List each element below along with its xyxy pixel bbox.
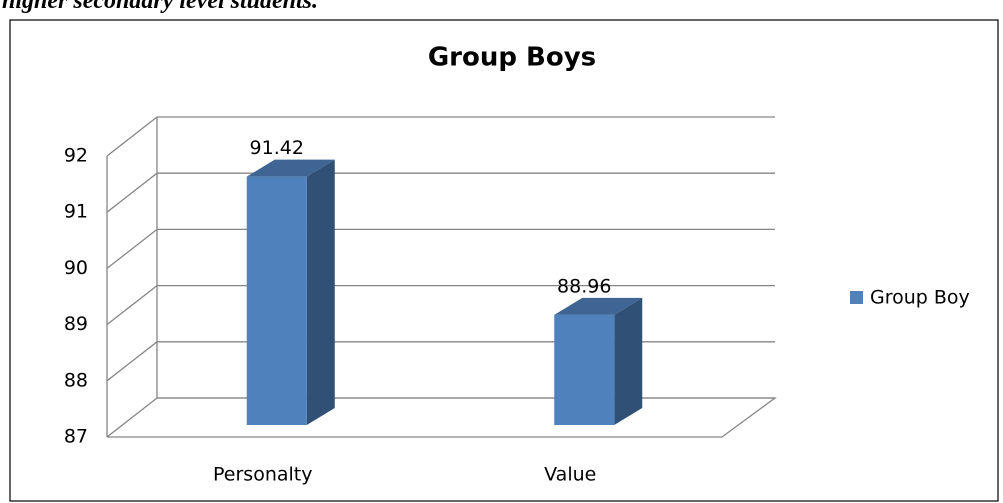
x-tick-label: Personalty	[213, 464, 312, 486]
chart-border	[9, 19, 999, 502]
bar	[246, 159, 335, 425]
bar-side	[306, 159, 335, 425]
y-tick-label: 92	[64, 145, 88, 167]
grid-line	[106, 228, 775, 269]
legend-swatch	[850, 291, 863, 304]
bar-top	[554, 297, 643, 315]
y-tick-label: 90	[64, 257, 88, 279]
y-tick-label: 88	[64, 369, 88, 391]
grid-line	[106, 172, 775, 213]
y-tick-label: 89	[64, 313, 88, 335]
bar-side	[614, 297, 643, 425]
legend-label: Group Boy	[870, 287, 970, 309]
header-text: higher secondary level students.	[2, 0, 318, 14]
data-label: 91.42	[250, 137, 304, 159]
bar-front	[554, 314, 615, 425]
chart-title: Group Boys	[428, 43, 596, 73]
grid-line	[106, 284, 775, 326]
grid-line	[106, 116, 775, 157]
bar-top	[246, 159, 335, 177]
bar	[554, 297, 643, 425]
x-tick-label: Value	[544, 464, 596, 486]
bar-front	[246, 176, 307, 425]
data-label: 88.96	[557, 275, 611, 297]
y-tick-label: 91	[64, 201, 88, 223]
y-tick-label: 87	[64, 426, 88, 448]
